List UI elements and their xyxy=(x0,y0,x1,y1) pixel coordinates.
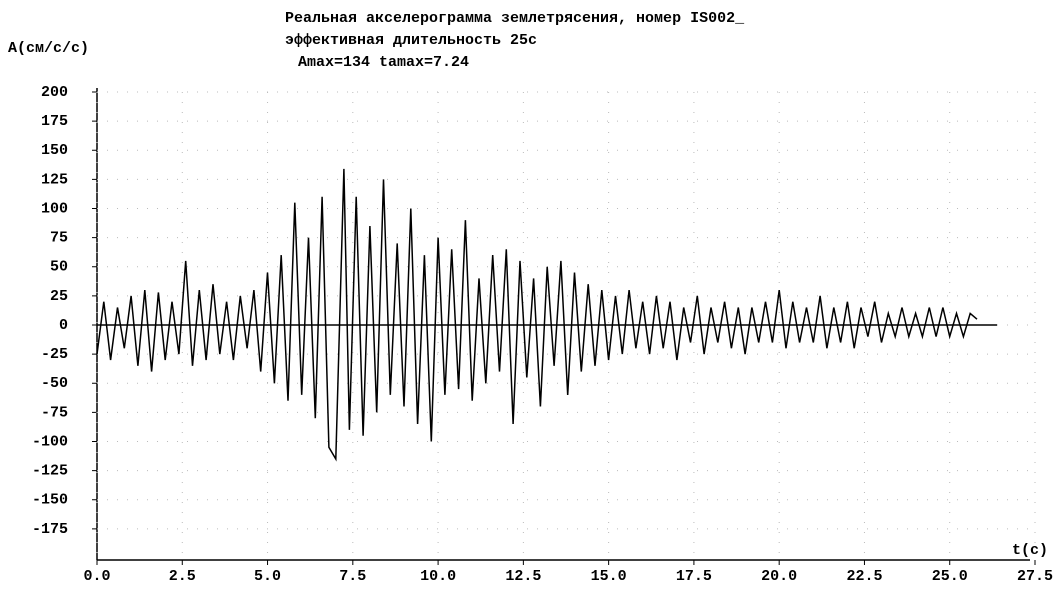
x-tick-label: 27.5 xyxy=(1017,568,1053,585)
y-tick-label: 175 xyxy=(41,113,68,130)
y-tick-label: -125 xyxy=(32,463,68,480)
y-tick-label: -150 xyxy=(32,492,68,509)
y-tick-label: 0 xyxy=(59,317,68,334)
x-tick-label: 5.0 xyxy=(254,568,281,585)
annotation: Amax=134 tamax=7.24 xyxy=(298,54,469,71)
signal-line xyxy=(96,168,978,462)
y-tick-label: -50 xyxy=(41,375,68,392)
chart-subtitle: эффективная длительность 25с xyxy=(285,32,537,49)
y-tick-label: 150 xyxy=(41,142,68,159)
y-axis-label: A(см/с/с) xyxy=(8,40,89,57)
y-tick-label: 75 xyxy=(50,230,68,247)
y-tick-label: -75 xyxy=(41,404,68,421)
y-tick-label: -25 xyxy=(41,346,68,363)
x-tick-label: 20.0 xyxy=(761,568,797,585)
x-tick-label: 17.5 xyxy=(676,568,712,585)
y-tick-label: 25 xyxy=(50,288,68,305)
y-tick-label: 50 xyxy=(50,259,68,276)
x-tick-label: 12.5 xyxy=(505,568,541,585)
x-axis-label: t(с) xyxy=(1012,542,1048,559)
y-tick-label: -100 xyxy=(32,433,68,450)
x-tick-label: 7.5 xyxy=(339,568,366,585)
y-tick-label: -175 xyxy=(32,521,68,538)
x-tick-label: 22.5 xyxy=(846,568,882,585)
x-tick-label: 15.0 xyxy=(591,568,627,585)
chart-title: Реальная акселерограмма землетрясения, н… xyxy=(285,10,745,27)
x-tick-label: 0.0 xyxy=(83,568,110,585)
y-tick-label: 125 xyxy=(41,171,68,188)
x-tick-label: 25.0 xyxy=(932,568,968,585)
x-tick-label: 2.5 xyxy=(169,568,196,585)
y-tick-label: 100 xyxy=(41,200,68,217)
y-tick-label: 200 xyxy=(41,84,68,101)
x-tick-label: 10.0 xyxy=(420,568,456,585)
